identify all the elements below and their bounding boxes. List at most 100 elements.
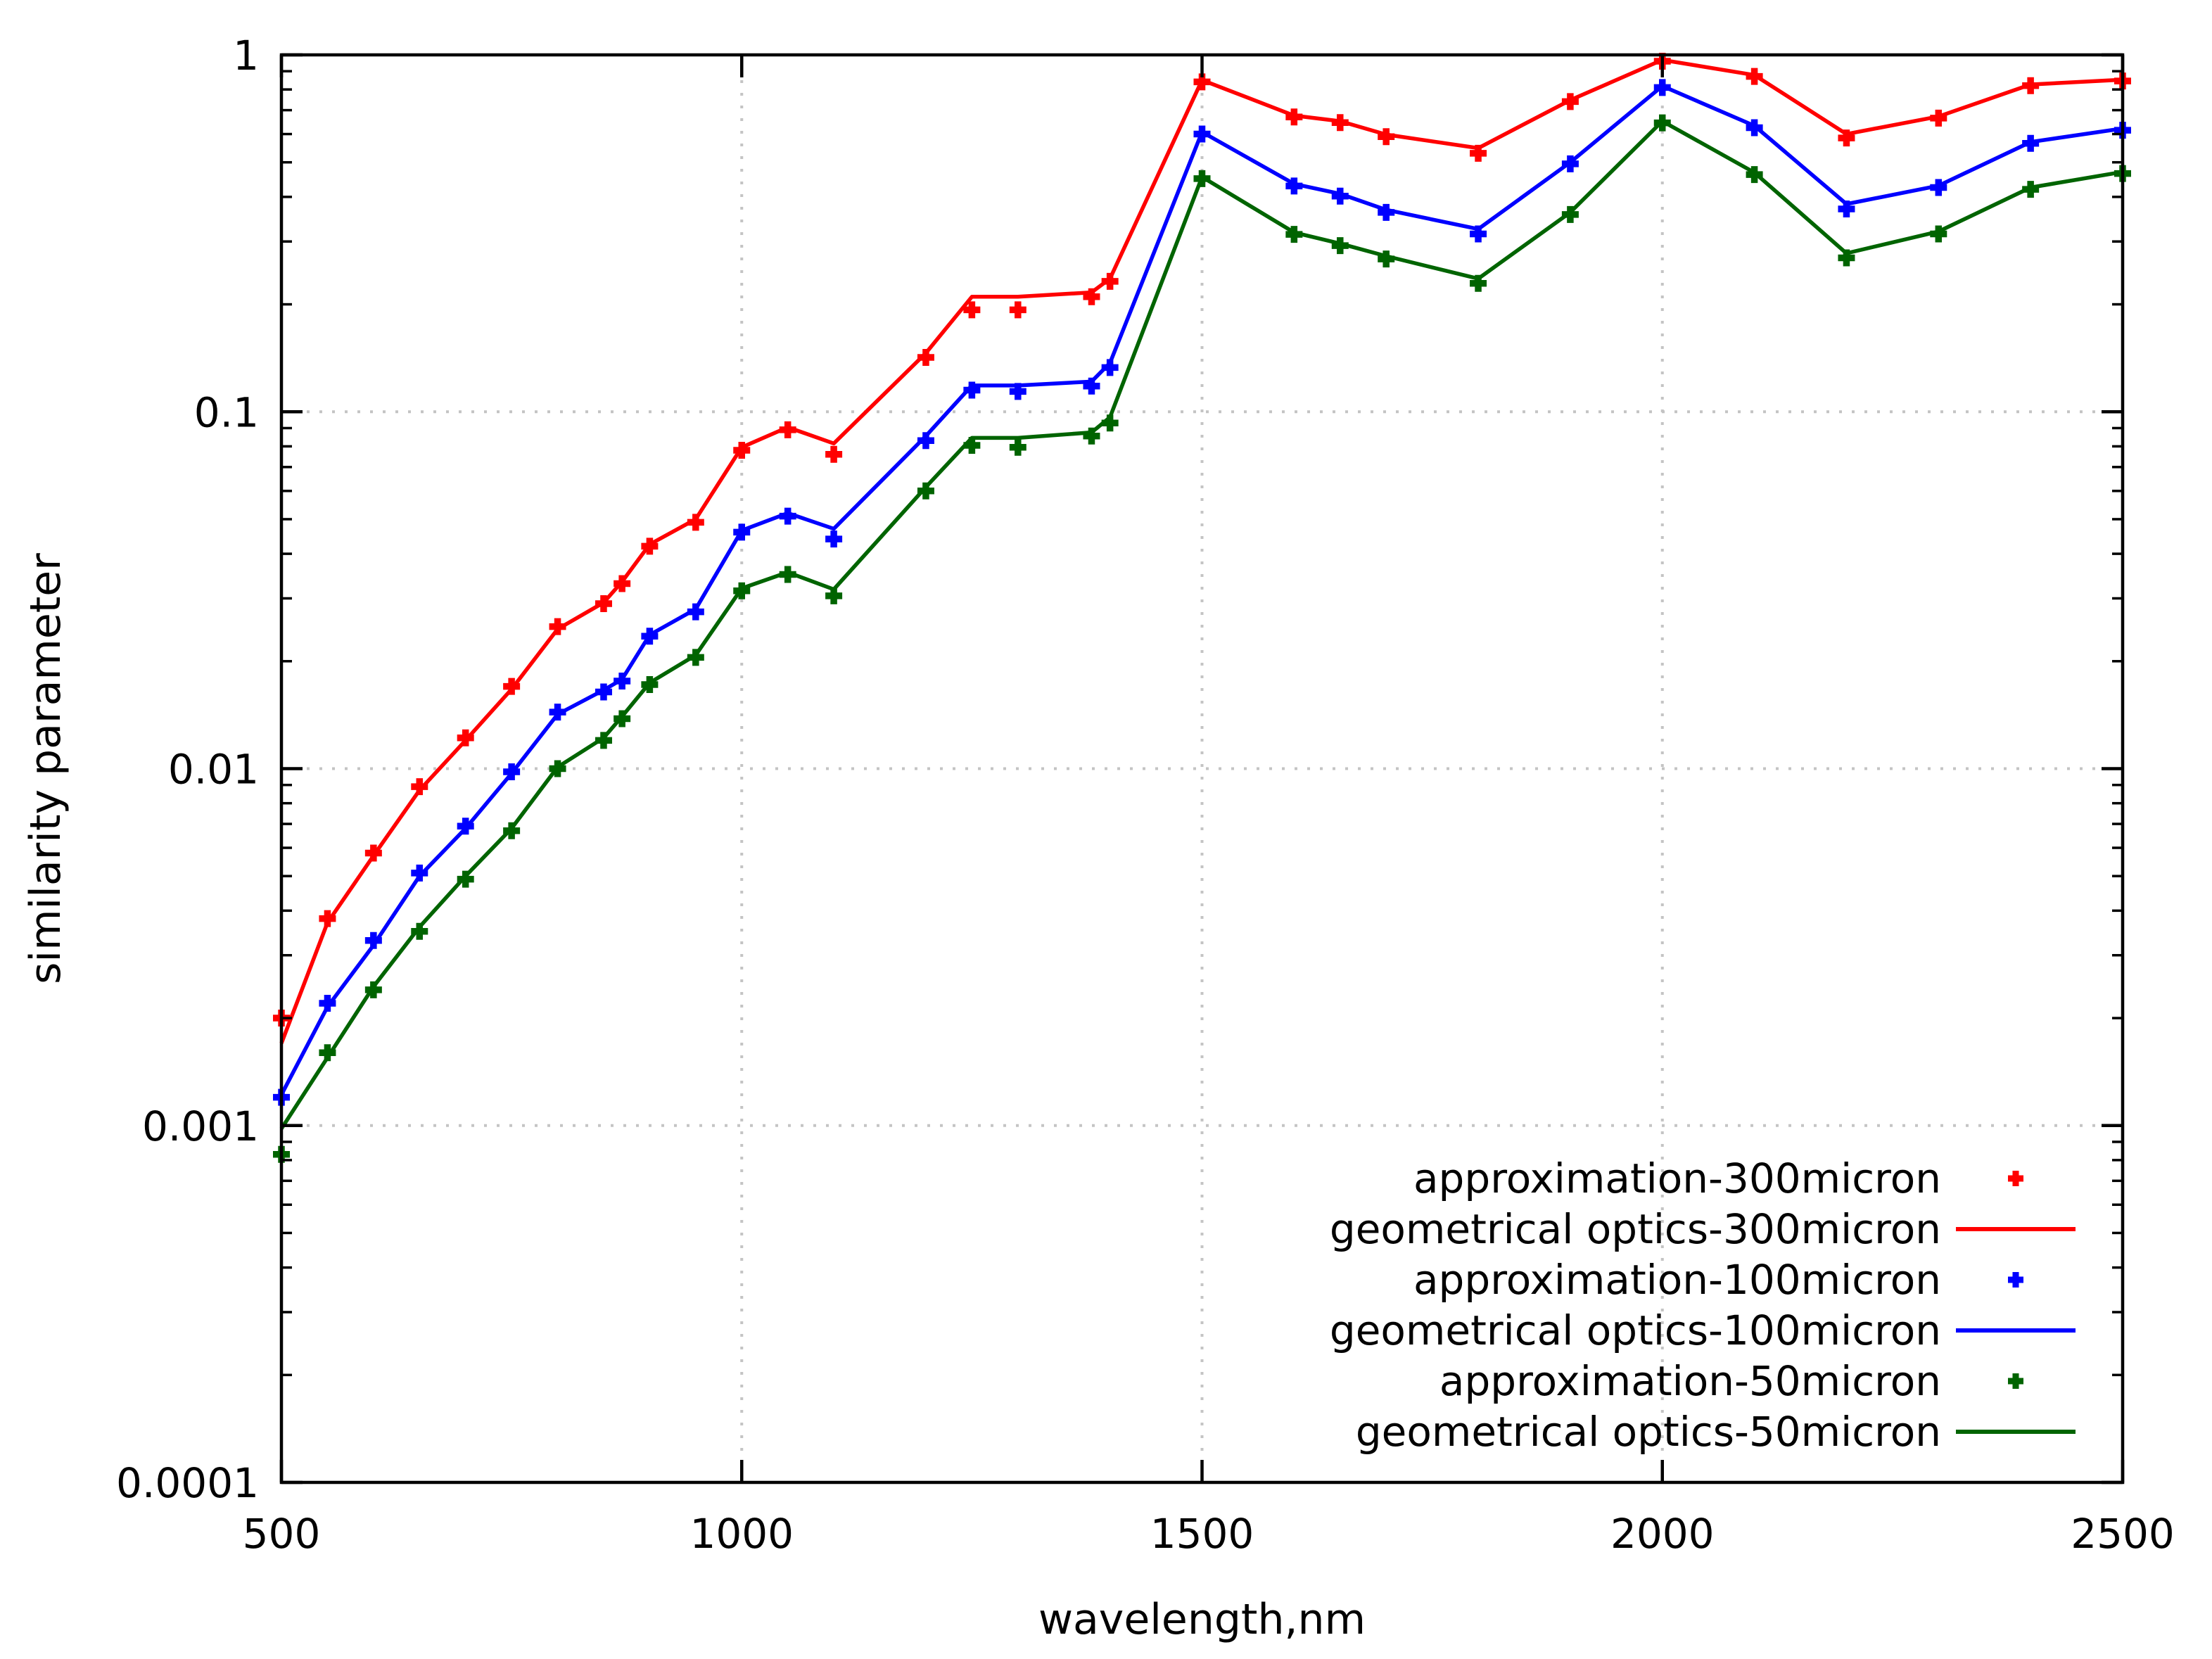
data-point-marker [1561,155,1579,172]
legend-entry-approximation-50micron: approximation-50micron [1439,1357,2023,1405]
data-point-marker [1009,301,1026,319]
data-point-marker [1653,79,1671,96]
data-point-marker [1746,68,1763,85]
legend-entry-approximation-100micron: approximation-100micron [1413,1256,2023,1304]
data-point-marker [1193,170,1211,187]
data-point-marker [733,523,751,541]
data-point-marker [1470,274,1487,292]
data-point-marker [825,530,843,548]
data-point-marker [1378,203,1395,221]
data-point-marker [1653,114,1671,132]
legend-label: geometrical optics-50micron [1356,1408,1941,1456]
data-point-marker [687,603,704,621]
data-point-marker [1009,438,1026,456]
y-tick-label-1: 1 [233,32,259,80]
axis-ticks [279,53,2125,1485]
data-point-marker [963,301,981,319]
data-point-marker [1838,129,1855,147]
data-point-marker [687,649,704,666]
tick-labels: 500 1000 1500 2000 2500 1 0.1 0.01 0.001 0.0001 [116,32,2175,1558]
data-point-marker [319,1044,336,1062]
data-point-marker [319,910,336,927]
legend-label: geometrical optics-300micron [1330,1205,1941,1253]
y-tick-label-0.001: 0.001 [142,1102,259,1150]
data-point-marker [1101,414,1119,432]
data-point-marker [917,482,934,500]
data-point-marker [1285,177,1303,195]
data-point-marker [1746,166,1763,184]
data-point-marker [1378,250,1395,268]
y-axis-label: similarity parameter [21,553,70,984]
data-point-marker [364,932,382,949]
series-points-approximation-100micron [273,79,2131,1106]
legend-entry-geometrical-optics-50micron: geometrical optics-50micron [1356,1408,2076,1456]
data-point-marker [614,672,631,689]
data-point-marker [1285,226,1303,243]
data-point-marker [614,575,631,592]
data-point-marker [1470,225,1487,243]
data-point-marker [1331,187,1349,205]
x-axis-label: wavelength,nm [1038,1595,1366,1644]
data-point-marker [1838,201,1855,218]
legend-label: approximation-300micron [1413,1155,1941,1202]
data-point-marker [1083,427,1100,445]
data-point-marker [503,763,521,780]
data-point-marker [1083,288,1100,305]
data-point-marker [503,678,521,695]
data-point-marker [614,710,631,727]
data-point-marker [641,538,659,555]
data-point-marker [364,844,382,862]
data-point-marker [2008,1373,2023,1389]
data-point-marker [917,432,934,450]
data-point-marker [1930,225,1947,243]
data-point-marker [1193,125,1211,143]
data-point-marker [1930,179,1947,196]
data-point-marker [549,704,566,721]
data-point-marker [1009,383,1026,400]
data-point-marker [457,729,474,746]
data-point-marker [963,437,981,455]
data-point-marker [779,566,796,583]
data-point-marker [595,595,612,612]
grid [281,55,2123,1482]
data-point-marker [2022,134,2040,152]
x-tick-label-1500: 1500 [1150,1510,1254,1558]
data-point-marker [319,995,336,1012]
data-point-marker [2022,77,2040,94]
data-point-marker [411,778,428,796]
data-point-marker [457,870,474,888]
data-point-marker [1331,114,1349,132]
legend-label: approximation-50micron [1439,1357,1941,1405]
data-point-marker [411,922,428,940]
data-point-marker [825,445,843,463]
x-tick-label-2500: 2500 [2071,1510,2175,1558]
data-point-marker [411,864,428,882]
data-point-marker [595,683,612,701]
data-point-marker [1083,377,1100,395]
legend-entry-geometrical-optics-300micron: geometrical optics-300micron [1330,1205,2076,1253]
data-point-marker [1930,109,1947,127]
data-point-marker [1561,93,1579,110]
y-tick-label-0.1: 0.1 [194,388,259,436]
data-point-marker [779,507,796,525]
data-point-marker [364,981,382,998]
legend-label: geometrical optics-100micron [1330,1307,1941,1354]
data-point-marker [2008,1171,2023,1186]
data-point-marker [1101,359,1119,376]
data-point-marker [1838,249,1855,267]
data-point-marker [1285,108,1303,126]
data-point-marker [733,441,751,459]
data-point-marker [1101,272,1119,290]
series-points-approximation-50micron [273,114,2131,1163]
data-point-marker [1331,237,1349,255]
legend-entry-geometrical-optics-100micron: geometrical optics-100micron [1330,1307,2076,1354]
data-point-marker [963,381,981,399]
data-point-marker [687,514,704,531]
data-point-marker [549,618,566,635]
data-point-marker [549,760,566,777]
x-tick-label-500: 500 [243,1510,321,1558]
data-point-marker [2022,181,2040,198]
x-tick-label-1000: 1000 [689,1510,794,1558]
data-point-marker [825,587,843,604]
